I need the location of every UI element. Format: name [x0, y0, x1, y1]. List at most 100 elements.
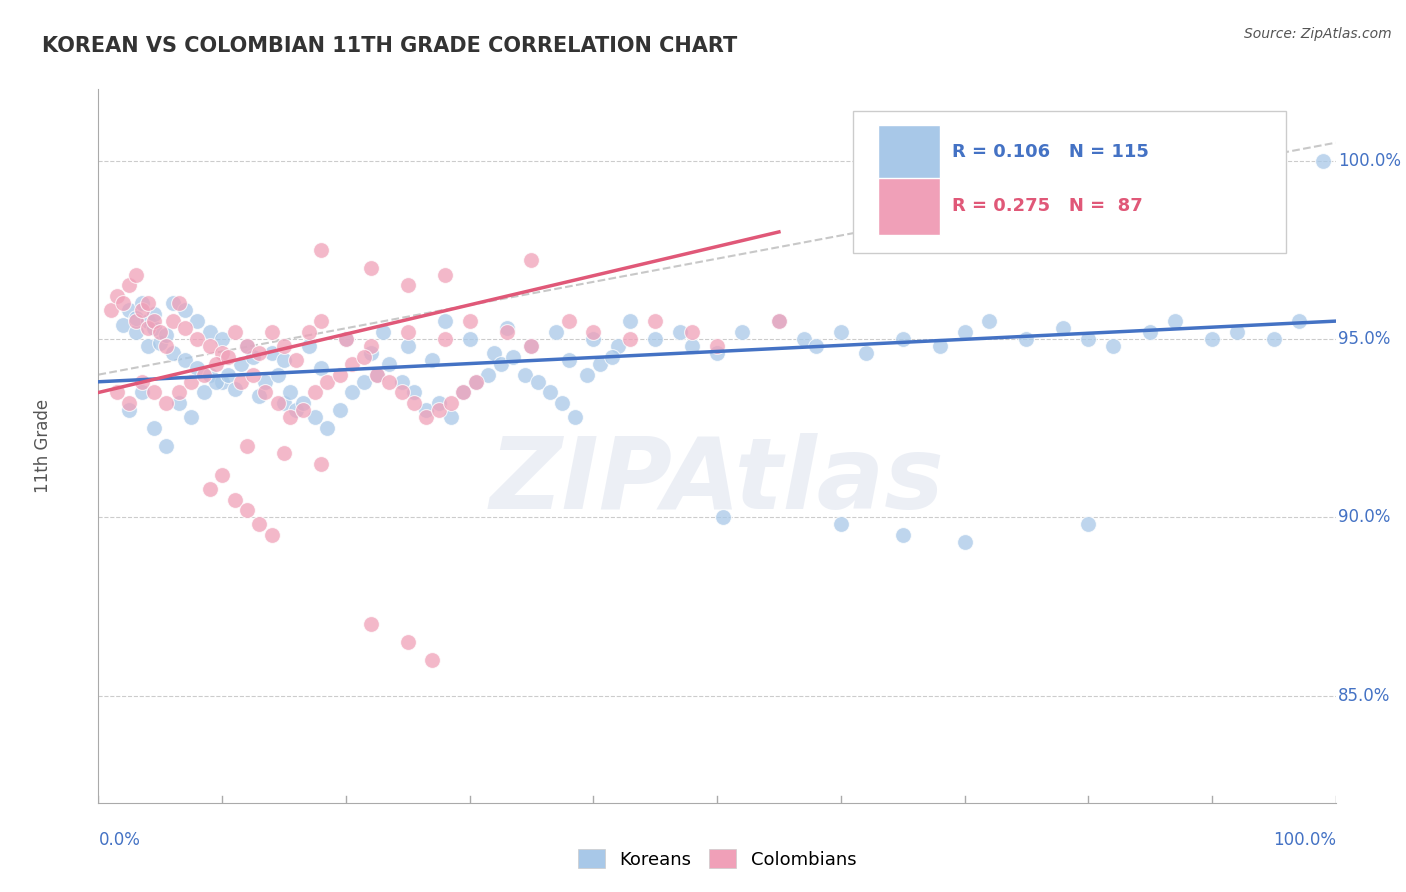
Point [267, 396, 290, 410]
Point [285, 353, 308, 368]
Point [285, 403, 308, 417]
Point [242, 368, 264, 382]
Point [340, 357, 363, 371]
Point [681, 325, 703, 339]
Point [186, 332, 208, 346]
Point [464, 375, 486, 389]
Point [273, 446, 295, 460]
Point [273, 396, 295, 410]
Point [143, 385, 166, 400]
Point [1139, 325, 1161, 339]
Point [402, 385, 425, 400]
Point [415, 410, 437, 425]
Point [298, 325, 321, 339]
Point [254, 385, 277, 400]
Point [353, 375, 375, 389]
Point [768, 314, 790, 328]
Point [538, 385, 561, 400]
Point [402, 396, 425, 410]
Point [309, 457, 332, 471]
Point [453, 385, 475, 400]
Point [131, 296, 153, 310]
Point [136, 321, 159, 335]
Point [260, 346, 283, 360]
FancyBboxPatch shape [853, 111, 1286, 253]
Point [340, 385, 363, 400]
Point [378, 357, 401, 371]
Text: 100.0%: 100.0% [1272, 831, 1336, 849]
Point [131, 385, 153, 400]
Point [711, 510, 734, 524]
Point [174, 353, 197, 368]
Point [928, 339, 950, 353]
Point [162, 346, 184, 360]
Point [427, 396, 450, 410]
Point [953, 535, 976, 549]
Point [198, 339, 221, 353]
Point [891, 528, 914, 542]
Point [433, 314, 456, 328]
Point [155, 396, 177, 410]
Point [335, 332, 357, 346]
Legend: Koreans, Colombians: Koreans, Colombians [571, 842, 863, 876]
Point [484, 346, 506, 360]
Point [329, 368, 352, 382]
Point [830, 325, 852, 339]
Point [396, 635, 419, 649]
Point [136, 296, 159, 310]
Point [1263, 332, 1285, 346]
Text: 11th Grade: 11th Grade [34, 399, 52, 493]
Point [217, 350, 239, 364]
FancyBboxPatch shape [877, 125, 939, 182]
Point [576, 368, 599, 382]
Point [112, 318, 135, 332]
Point [1312, 153, 1334, 168]
Point [366, 368, 388, 382]
Point [291, 403, 314, 417]
Point [557, 314, 579, 328]
Point [105, 289, 128, 303]
Point [458, 314, 481, 328]
Point [143, 421, 166, 435]
Point [211, 332, 233, 346]
Point [236, 503, 259, 517]
Point [768, 314, 790, 328]
Point [391, 385, 413, 400]
Point [422, 653, 444, 667]
Point [186, 314, 208, 328]
Point [247, 517, 270, 532]
Point [309, 360, 332, 375]
Point [205, 375, 228, 389]
Text: 90.0%: 90.0% [1339, 508, 1391, 526]
Point [489, 357, 512, 371]
Text: R = 0.106   N = 115: R = 0.106 N = 115 [952, 143, 1149, 161]
Point [1201, 332, 1223, 346]
Point [433, 268, 456, 282]
Point [273, 353, 295, 368]
Point [118, 403, 141, 417]
Point [124, 325, 146, 339]
Point [100, 303, 122, 318]
Point [143, 321, 166, 335]
Point [309, 243, 332, 257]
Point [891, 332, 914, 346]
Point [149, 335, 172, 350]
Point [953, 325, 976, 339]
Point [260, 528, 283, 542]
Point [124, 310, 146, 325]
Point [582, 332, 605, 346]
Point [105, 385, 128, 400]
Point [495, 325, 517, 339]
Point [304, 410, 326, 425]
Point [118, 278, 141, 293]
Point [273, 339, 295, 353]
Point [378, 375, 401, 389]
Point [793, 332, 815, 346]
Point [247, 346, 270, 360]
Point [180, 410, 202, 425]
Point [588, 357, 610, 371]
Point [1102, 339, 1125, 353]
Point [515, 368, 537, 382]
Point [186, 360, 208, 375]
Point [526, 375, 548, 389]
